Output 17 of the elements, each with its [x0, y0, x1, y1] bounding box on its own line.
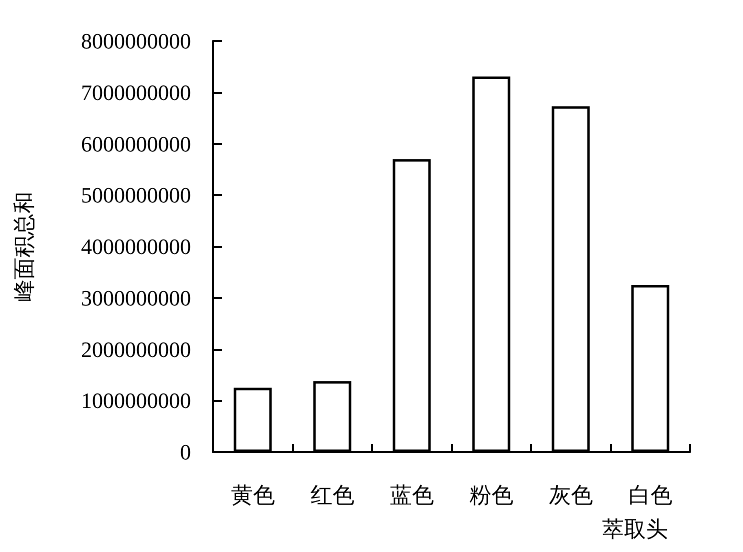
- x-tick-label: 红色: [310, 482, 354, 508]
- y-tick-label: 6000000000: [81, 131, 191, 156]
- x-tick-label: 灰色: [548, 482, 593, 508]
- x-tick-label: 黄色: [230, 482, 275, 508]
- x-tick-label: 粉色: [469, 482, 514, 508]
- y-tick-label: 8000000000: [81, 28, 191, 54]
- x-tick-label: 白色: [628, 482, 672, 508]
- y-tick-label: 3000000000: [81, 285, 191, 310]
- y-axis-title: 峰面积总和: [12, 192, 36, 302]
- y-tick-label: 1000000000: [81, 388, 191, 414]
- y-tick-label: 7000000000: [81, 80, 191, 105]
- y-tick-label: 4000000000: [81, 234, 191, 259]
- y-tick-label: 0: [180, 440, 191, 464]
- x-axis-title: 萃取头: [602, 516, 668, 542]
- y-tick-label: 5000000000: [81, 182, 191, 208]
- y-tick-label: 2000000000: [81, 336, 191, 362]
- x-tick-label: 蓝色: [390, 482, 434, 508]
